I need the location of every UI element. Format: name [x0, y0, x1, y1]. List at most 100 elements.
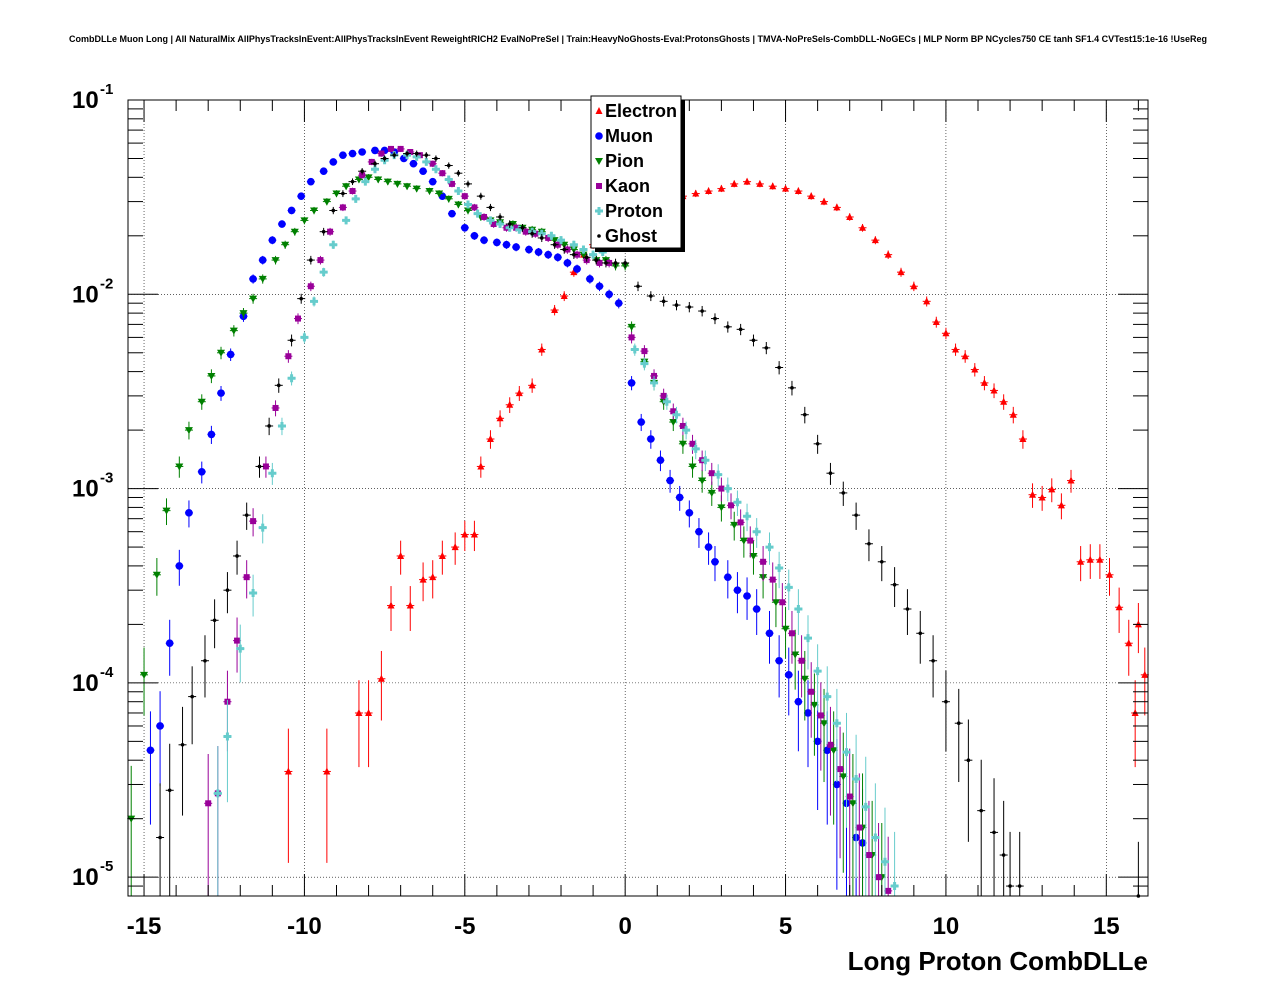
data-point	[704, 543, 713, 551]
data-point	[628, 334, 635, 341]
data-point	[817, 712, 824, 719]
data-point	[512, 243, 520, 251]
data-point	[534, 248, 543, 256]
data-point	[867, 541, 871, 546]
data-point	[813, 737, 822, 746]
legend-box	[590, 95, 682, 249]
data-point	[641, 348, 648, 355]
data-point	[827, 741, 834, 748]
data-point	[708, 470, 715, 477]
data-point	[661, 299, 666, 304]
x-tick-label: 5	[779, 913, 792, 940]
data-point	[544, 250, 552, 259]
data-point	[944, 699, 948, 704]
data-point	[387, 601, 395, 609]
data-point	[764, 346, 769, 350]
data-point	[781, 625, 790, 633]
data-point	[1067, 476, 1075, 484]
data-point	[880, 857, 889, 866]
data-point	[481, 213, 488, 220]
data-point	[859, 223, 867, 231]
data-point	[307, 177, 315, 186]
data-point	[688, 463, 697, 471]
data-point	[769, 576, 776, 583]
data-point	[810, 701, 819, 709]
series-ghost	[156, 150, 1143, 898]
data-point	[295, 315, 301, 322]
data-point	[674, 303, 679, 307]
data-point	[383, 178, 392, 186]
data-point	[739, 537, 748, 545]
data-point	[377, 674, 385, 682]
data-point	[672, 410, 681, 419]
x-tick-label: 10	[933, 913, 960, 940]
data-point	[1009, 410, 1017, 418]
data-point	[448, 209, 456, 218]
data-point	[660, 392, 667, 399]
data-point	[794, 697, 803, 706]
data-point	[675, 493, 684, 502]
data-point	[846, 793, 853, 800]
data-point	[225, 588, 230, 592]
x-tick-label: -10	[287, 913, 322, 940]
data-point	[488, 205, 493, 210]
data-point	[569, 246, 578, 254]
data-point	[329, 158, 338, 166]
data-point	[604, 261, 608, 265]
data-point	[249, 589, 258, 598]
data-point	[473, 209, 482, 218]
data-point	[579, 251, 588, 259]
data-point	[682, 426, 691, 435]
data-point	[956, 721, 961, 726]
data-point	[310, 207, 319, 215]
legend-label-electron: Electron	[605, 101, 677, 121]
data-point	[461, 193, 468, 200]
data-point	[342, 216, 351, 225]
data-point	[730, 179, 738, 187]
data-point	[212, 618, 217, 623]
data-point	[439, 170, 446, 177]
data-point	[339, 151, 347, 159]
data-point	[871, 236, 879, 244]
data-point	[451, 543, 459, 551]
data-point	[359, 172, 366, 179]
data-point	[378, 150, 385, 157]
data-point	[331, 208, 336, 213]
data-point	[1057, 501, 1065, 509]
data-point	[207, 430, 216, 439]
data-point	[332, 190, 341, 198]
data-point	[522, 228, 529, 235]
data-point	[738, 327, 743, 332]
data-point	[349, 188, 356, 195]
data-point	[496, 220, 505, 229]
legend-marker-ghost	[597, 234, 601, 238]
data-point	[1125, 639, 1133, 647]
data-point	[804, 634, 812, 643]
data-point	[852, 775, 861, 784]
data-point	[971, 365, 979, 373]
data-point	[698, 477, 707, 485]
data-point	[406, 601, 414, 609]
data-point	[414, 151, 419, 156]
data-point	[932, 318, 940, 326]
data-point	[752, 527, 761, 536]
x-tick-label: 15	[1093, 913, 1120, 940]
legend-marker-kaon	[596, 183, 602, 189]
data-point	[287, 206, 296, 215]
data-point	[784, 583, 793, 592]
data-point	[794, 605, 803, 614]
data-point	[360, 169, 364, 174]
data-point	[820, 197, 828, 205]
data-point	[470, 232, 479, 240]
data-point	[879, 559, 884, 564]
data-point	[258, 275, 267, 283]
data-point	[562, 247, 567, 252]
legend-marker-electron	[595, 107, 603, 114]
data-point	[605, 290, 613, 299]
data-point	[513, 224, 520, 231]
legend-label-ghost: Ghost	[605, 226, 657, 246]
data-point	[213, 789, 222, 798]
data-point	[823, 746, 832, 755]
data-point	[685, 509, 694, 517]
data-point	[743, 592, 751, 600]
